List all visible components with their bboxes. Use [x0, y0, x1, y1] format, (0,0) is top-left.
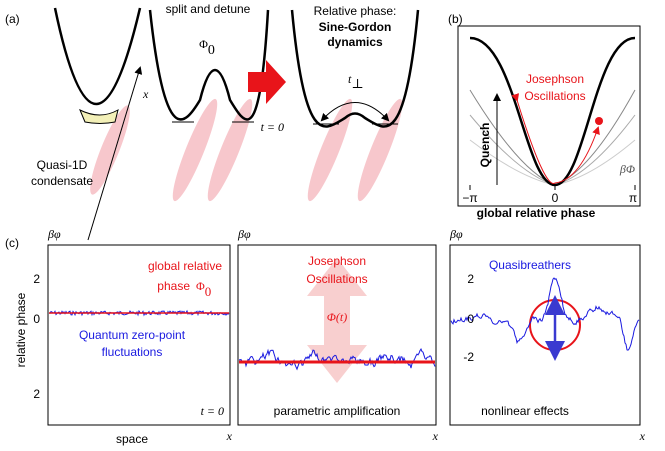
- annotation: phase: [157, 279, 190, 293]
- condensate-blob: [207, 98, 253, 202]
- potential: [469, 89, 636, 186]
- annotation: Oscillations: [306, 272, 367, 286]
- particle: [595, 117, 603, 125]
- subscript: 0: [208, 43, 215, 58]
- axis-label: βφ: [237, 227, 251, 241]
- tick: [469, 185, 636, 190]
- math: Φ0: [196, 279, 211, 299]
- caption: nonlinear effects: [481, 404, 569, 418]
- title: Sine-Gordon: [319, 20, 392, 34]
- axis-label: global relative phase: [477, 206, 596, 220]
- panel-b: [457, 25, 641, 207]
- frame: [237, 244, 437, 426]
- math: Φ(t): [327, 310, 347, 324]
- potential: [148, 9, 270, 121]
- potential: [53, 7, 142, 106]
- symbol: Φ: [199, 37, 208, 51]
- caption: condensate: [31, 174, 93, 188]
- symbol: t: [348, 72, 352, 86]
- frame: [457, 25, 641, 207]
- condensate-blob: [90, 105, 130, 195]
- panel-label: (a): [5, 12, 20, 26]
- math: x: [432, 429, 439, 443]
- math: x: [226, 429, 233, 443]
- axis-label: βφ: [47, 227, 61, 241]
- panel-label: (c): [5, 236, 19, 250]
- potential: [469, 36, 636, 187]
- frame: [47, 244, 231, 426]
- panel-a: [53, 7, 420, 241]
- tick-label: 0: [33, 312, 40, 326]
- frame: [449, 244, 641, 426]
- tick-label: 0: [552, 191, 559, 205]
- tick-label: 0: [467, 312, 474, 326]
- caption: Quasi-1D: [37, 158, 88, 172]
- condensate-blob: [307, 98, 353, 202]
- potential: [469, 114, 636, 186]
- annotation: Oscillations: [524, 89, 585, 103]
- annotation: Quasibreathers: [489, 258, 571, 272]
- tick-label: π: [629, 191, 637, 205]
- title: Relative phase:: [314, 4, 397, 18]
- axis-label: βφ: [449, 227, 463, 241]
- math: t⊥: [348, 72, 364, 91]
- subscript: ⊥: [351, 76, 363, 91]
- annotation: Josephson: [526, 72, 584, 86]
- axis-label: relative phase: [14, 292, 28, 367]
- annotation: Quench: [478, 123, 492, 168]
- fluctuation-trace: [450, 277, 640, 351]
- math: x: [142, 87, 149, 101]
- amplitude-arrow: [307, 258, 367, 383]
- annotation: Josephson: [308, 254, 366, 268]
- big-arrow: [248, 60, 286, 104]
- oscillation-arrow: [511, 93, 600, 184]
- fluctuation-trace: [238, 348, 436, 371]
- math: Φ0: [199, 37, 215, 58]
- math: x: [639, 429, 646, 443]
- math: t = 0: [201, 404, 224, 418]
- panel-label: (b): [448, 12, 463, 26]
- tunnel-arrow: [320, 102, 390, 122]
- panel-c: [47, 244, 641, 426]
- tick-label: −π: [462, 191, 477, 205]
- tick-label: 2: [467, 272, 474, 286]
- axis-label: space: [116, 432, 148, 446]
- tick-label: -2: [463, 350, 474, 364]
- annotation: fluctuations: [102, 345, 163, 359]
- caption: split and detune: [166, 2, 251, 16]
- axis-label: βΦ: [619, 162, 635, 176]
- x-arrow: [87, 66, 143, 241]
- subscript: 0: [205, 284, 212, 299]
- annotation: Quantum zero-point: [79, 328, 186, 342]
- caption: parametric amplification: [274, 404, 401, 418]
- tick-label: 2: [33, 272, 40, 286]
- symbol: Φ: [196, 279, 205, 293]
- condensate-blob: [172, 98, 218, 202]
- potential: [469, 139, 636, 186]
- math: t = 0: [261, 120, 284, 134]
- title: dynamics: [327, 35, 383, 49]
- fill: [79, 108, 119, 124]
- tick-label: 2: [33, 387, 40, 401]
- annotation: global relative: [148, 259, 222, 273]
